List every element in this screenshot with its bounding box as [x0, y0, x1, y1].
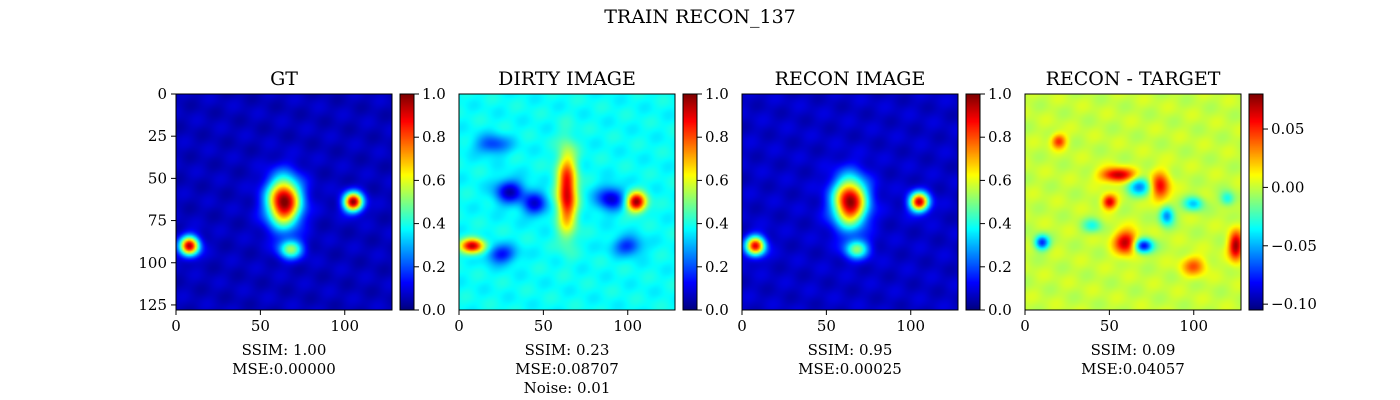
- axes-frame: [741, 93, 959, 311]
- colorbar-frame: [965, 93, 981, 311]
- colorbar-tick-label: 1.0: [988, 85, 1012, 103]
- heatmap-image: [459, 94, 675, 310]
- colorbar: [1249, 94, 1263, 310]
- colorbar: [683, 94, 697, 310]
- colorbar-tick-label: 0.6: [988, 171, 1012, 189]
- colorbar-tick-label: −0.05: [1271, 237, 1317, 255]
- colorbar-tick-label: 0.8: [988, 128, 1012, 146]
- metric-caption: Noise: 0.01: [524, 379, 611, 397]
- metric-caption: SSIM: 0.23: [525, 341, 610, 359]
- colorbar-tick-label: 0.4: [422, 215, 446, 233]
- colorbar-tick-label: 0.8: [705, 128, 729, 146]
- y-tick-label: 100: [138, 254, 167, 272]
- colorbar-tick-label: 0.0: [422, 301, 446, 319]
- x-tick-label: 0: [1020, 317, 1030, 335]
- panel-title: RECON IMAGE: [775, 68, 926, 90]
- metric-caption: SSIM: 1.00: [242, 341, 327, 359]
- panels: GT 0 50 100 0 25 50 75 100 125 0.0 0.2 0.4 0.6 0.8 1.0 S…: [138, 68, 1317, 397]
- panel-title: GT: [270, 68, 298, 90]
- y-tick-label: 50: [148, 169, 167, 187]
- colorbar-tick-label: 1.0: [422, 85, 446, 103]
- metric-caption: MSE:0.00000: [232, 360, 336, 378]
- colorbar-frame: [399, 93, 415, 311]
- panel-title: RECON - TARGET: [1046, 68, 1221, 90]
- colorbar-tick-label: 0.6: [705, 171, 729, 189]
- x-tick-label: 50: [534, 317, 553, 335]
- x-tick-label: 50: [817, 317, 836, 335]
- metric-caption: SSIM: 0.95: [808, 341, 893, 359]
- y-tick-label: 25: [148, 127, 167, 145]
- x-tick-label: 0: [454, 317, 464, 335]
- colorbar: [966, 94, 980, 310]
- x-tick-label: 100: [330, 317, 359, 335]
- colorbar-tick-label: 0.4: [988, 215, 1012, 233]
- x-tick-label: 0: [171, 317, 181, 335]
- x-tick-label: 50: [1100, 317, 1119, 335]
- y-tick-label: 125: [138, 296, 167, 314]
- metric-caption: MSE:0.00025: [798, 360, 902, 378]
- colorbar-tick-label: 1.0: [705, 85, 729, 103]
- x-tick-label: 100: [613, 317, 642, 335]
- colorbar-tick-label: 0.4: [705, 215, 729, 233]
- axes-frame: [1024, 93, 1242, 311]
- colorbar-tick-label: 0.00: [1271, 178, 1304, 196]
- heatmap-image: [742, 94, 958, 310]
- x-tick-label: 50: [251, 317, 270, 335]
- colorbar-tick-label: −0.10: [1271, 295, 1317, 313]
- heatmap-image: [1025, 94, 1241, 310]
- y-tick-label: 0: [157, 85, 167, 103]
- colorbar: [400, 94, 414, 310]
- colorbar-tick-label: 0.2: [422, 258, 446, 276]
- colorbar-tick-label: 0.8: [422, 128, 446, 146]
- colorbar-frame: [1248, 93, 1264, 311]
- metric-caption: MSE:0.08707: [515, 360, 619, 378]
- colorbar-tick-label: 0.0: [705, 301, 729, 319]
- figure-suptitle: TRAIN RECON_137: [604, 6, 796, 28]
- colorbar-tick-label: 0.2: [705, 258, 729, 276]
- x-tick-label: 100: [1179, 317, 1208, 335]
- colorbar-frame: [682, 93, 698, 311]
- colorbar-tick-label: 0.6: [422, 171, 446, 189]
- x-tick-label: 100: [896, 317, 925, 335]
- heatmap-image: [176, 94, 392, 310]
- metric-caption: MSE:0.04057: [1081, 360, 1185, 378]
- x-tick-label: 0: [737, 317, 747, 335]
- axes-frame: [458, 93, 676, 311]
- y-tick-label: 75: [148, 212, 167, 230]
- axes-frame: [175, 93, 393, 311]
- colorbar-tick-label: 0.0: [988, 301, 1012, 319]
- colorbar-tick-label: 0.05: [1271, 120, 1304, 138]
- colorbar-tick-label: 0.2: [988, 258, 1012, 276]
- metric-caption: SSIM: 0.09: [1091, 341, 1176, 359]
- panel-title: DIRTY IMAGE: [498, 68, 636, 90]
